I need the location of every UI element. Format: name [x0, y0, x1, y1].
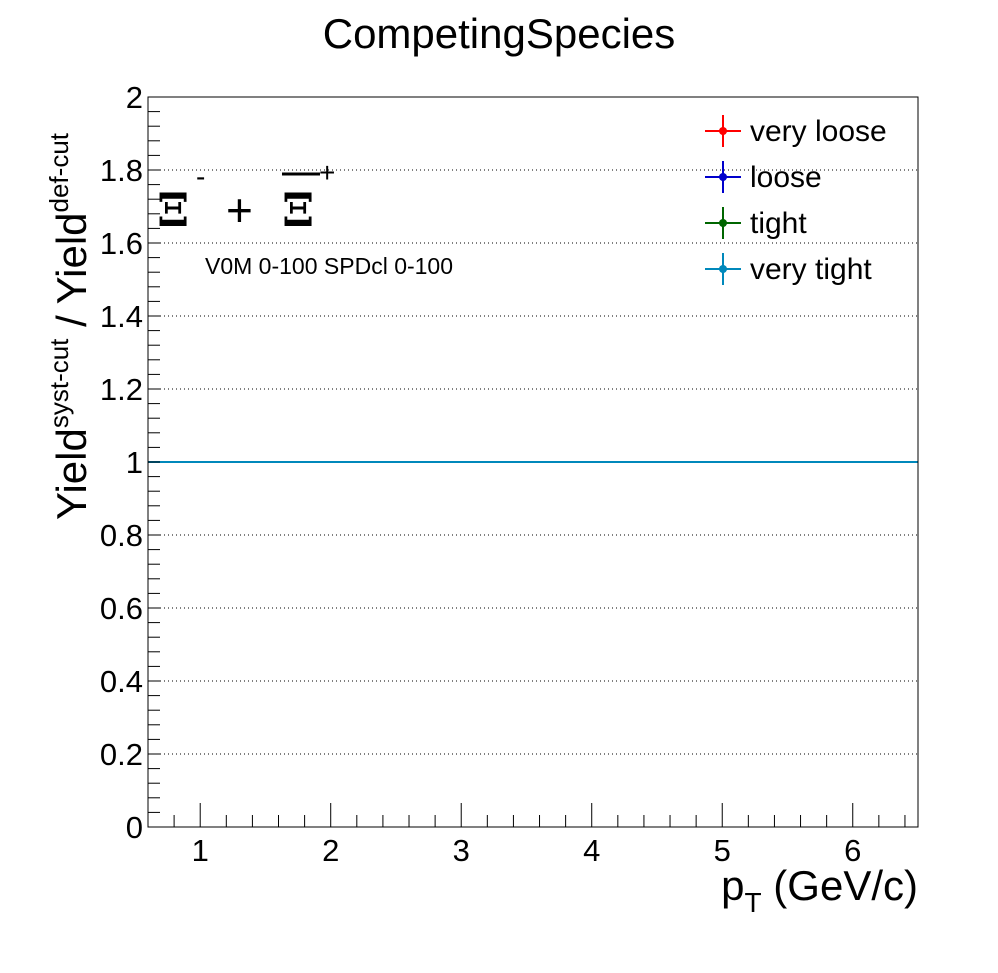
x-tick-label: 1 [192, 833, 209, 868]
xi-minus-charge: - [196, 161, 205, 192]
x-tick-label: 4 [583, 833, 600, 868]
x-tick-label: 6 [844, 833, 861, 868]
y-axis-label-base1: Yield [48, 428, 95, 520]
grid-lines [148, 96, 918, 755]
xi-plus-glyph: Ξ [282, 183, 314, 237]
x-axis: 1 2 3 4 5 6 [147, 803, 906, 868]
y-tick-label: 0.2 [100, 737, 143, 772]
y-tick-label: 0.8 [100, 518, 143, 553]
y-tick-label: 1.2 [100, 372, 143, 407]
y-tick-label: 0 [126, 810, 143, 845]
chart-title: CompetingSpecies [323, 10, 676, 57]
x-tick-label: 3 [453, 833, 470, 868]
x-axis-label-sub: T [745, 887, 762, 918]
y-axis-label-sup1: syst-cut [44, 338, 74, 428]
x-axis-label-base: p [721, 862, 744, 909]
xi-minus-glyph: Ξ [157, 183, 189, 237]
y-axis-label-sup2: def-cut [44, 132, 74, 212]
legend-label: loose [750, 161, 822, 194]
y-axis: 0 0.2 0.4 0.6 0.8 1 1.2 1.4 1.6 1.8 2 [100, 80, 172, 845]
particle-label: Ξ - + Ξ + [157, 157, 335, 237]
legend-marker-dot [719, 127, 727, 135]
x-axis-label: pT (GeV/c) [721, 862, 918, 918]
y-axis-label-base2: Yield [48, 212, 95, 304]
y-tick-label: 1.8 [100, 153, 143, 188]
legend-marker-dot [719, 265, 727, 273]
y-tick-label: 0.6 [100, 591, 143, 626]
plus-operator: + [226, 184, 253, 236]
y-axis-label: Yieldsyst-cut / Yielddef-cut [44, 132, 95, 520]
legend-label: very loose [750, 115, 887, 148]
legend-marker-dot [719, 219, 727, 227]
x-axis-label-rest: (GeV/c) [762, 862, 918, 909]
y-tick-label: 1.4 [100, 299, 143, 334]
legend: very loose loose tight very tight [705, 115, 887, 286]
legend-marker-dot [719, 173, 727, 181]
x-tick-label: 5 [714, 833, 731, 868]
y-axis-label-sep: / [48, 304, 95, 338]
y-tick-label: 2 [126, 80, 143, 115]
xi-plus-charge: + [319, 157, 335, 188]
x-tick-label: 2 [322, 833, 339, 868]
centrality-annotation: V0M 0-100 SPDcl 0-100 [205, 253, 453, 279]
legend-label: tight [750, 207, 807, 240]
y-tick-label: 1.6 [100, 226, 143, 261]
legend-label: very tight [750, 253, 872, 286]
y-tick-label: 0.4 [100, 664, 143, 699]
y-tick-label: 1 [126, 445, 143, 480]
